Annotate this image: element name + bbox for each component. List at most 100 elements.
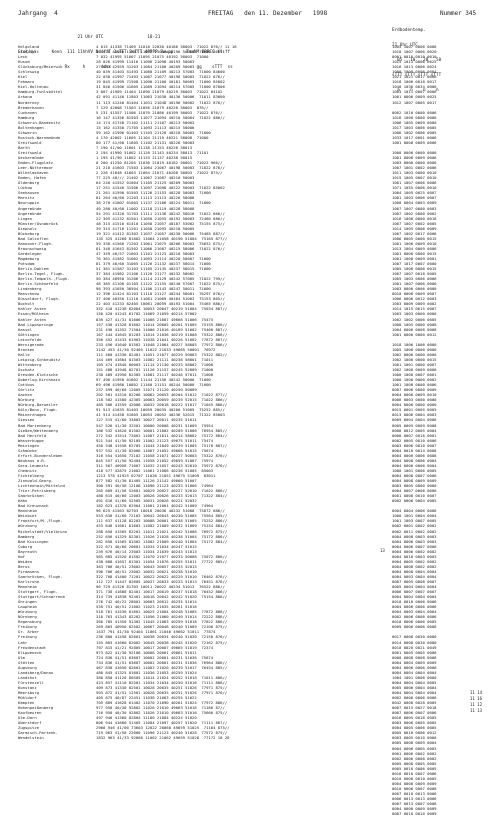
station-name: Lichtenhain/Mittelnd <box>18 483 65 489</box>
station-name: Wasserkuppe <box>18 437 44 443</box>
table-row: Köln/Bonn, Flugh. 91 513 41635 81403 1005… <box>18 407 378 412</box>
soil-temp-row: 1000 1000 0000 0002 <box>392 377 437 383</box>
table-row: Arkona 42 091 41140 11803 11063 21030 401… <box>18 94 378 99</box>
station-name: Schmücke <box>18 447 37 453</box>
table-row: Lingen 22 305 41232 81501 11050 21055 401… <box>18 216 378 221</box>
station-values: 797 815 41/21 92805 10017 20007 49665 51… <box>96 644 214 650</box>
station-name: Greifswald <box>18 139 42 145</box>
station-name: Doberlug-Kirchhain <box>18 377 61 383</box>
station-values: 845 557 41/50 92404 11058 21052 49659 51… <box>96 457 214 463</box>
margin-mark: 11 13 <box>470 708 483 713</box>
soil-temp-row: 0008 0012 0005 0004 <box>392 427 437 433</box>
station-values: 316 554 41650 72102 11058 21071 40227 50… <box>96 452 228 458</box>
station-name: Bocholt <box>18 301 35 307</box>
soil-temp-row: 1000 0004 0003 0009 <box>392 200 437 206</box>
table-row: Stuttgart/Schnarrenb 314 739 41838 92401 … <box>18 594 378 599</box>
station-values: 22 403 41233 82405 10061 20059 40193 510… <box>96 301 225 307</box>
station-name: Schleswig <box>18 69 40 75</box>
table-row: List/Sylt 26 020 41980 11607 11093 21085 … <box>18 49 378 54</box>
station-column-header: 21 Uhr UTC 18-21 Station Kenn 111 11hhVV… <box>18 25 233 80</box>
table-row: Gießen/Wettenberg 186 532 41620 81502 100… <box>18 428 378 433</box>
station-name: Arkona <box>18 94 33 100</box>
station-values: 50 384 40950 31206 11114 21129 40242 570… <box>96 276 225 282</box>
station-values: 485 506 41559 42006 10032 20018 40222 51… <box>96 402 228 408</box>
soil-temp-row: 1004 0006 0008 0008 <box>392 326 437 332</box>
station-values: 418 577 42875 21002 11061 21086 40236 51… <box>96 467 214 473</box>
station-values: 553 630 41/60 72103 10042 20043 40230 51… <box>96 513 228 519</box>
station-values: 26 020 41980 11607 11093 21085 40196 500… <box>96 49 225 55</box>
station-name: Leipzig-Schkeuditz <box>18 356 61 362</box>
station-values: 371 738 41608 82401 10017 20019 40237 51… <box>96 589 228 595</box>
table-row: Leinefelde 356 452 41433 61903 11038 2104… <box>18 337 378 342</box>
table-row: Wernigerode 233 456 41640 81502 11048 210… <box>18 342 378 347</box>
station-values: 16 147 41356 81503 11077 21094 40210 500… <box>96 114 225 120</box>
soil-temp-row: 1012 1007 0005 0017 <box>392 99 437 105</box>
station-values: 37 384 41982 21106 11120 21177 40232 580… <box>96 271 195 277</box>
table-row: Helgoland 4 015 41338 71409 11018 22030 4… <box>18 44 378 49</box>
soil-temp-row: 0007 0006 0007 0006 <box>392 710 437 716</box>
soil-temp-row: 0001 0010 0010 0010 <box>392 54 437 60</box>
station-values: 19 321 41412 81303 11037 21057 40230 500… <box>96 230 225 236</box>
table-row: Boltenhagen 15 162 41350 71705 11093 2111… <box>18 125 378 130</box>
table-row: Meersburg 503 872 41/51 12501 10028 20035… <box>18 690 378 695</box>
soil-temp-row: 0004 0004 0009 0009 <box>392 659 437 665</box>
station-values: 4 015 41338 71409 11018 22030 40186 5800… <box>96 44 237 49</box>
soil-temp-row: 1001 1003 0006 0007 <box>392 195 437 201</box>
station-values: 937 552 41/30 82006 11067 21052 49666 51… <box>96 447 214 453</box>
station-values: 182 623 41370 62904 11001 21001 40242 51… <box>96 503 214 509</box>
station-values: 539 751 40/51 21002 11023 21035 40261 51… <box>96 604 197 610</box>
station-name: Neuhaus a.R. <box>18 457 47 463</box>
station-name: Berlin-Dahlem <box>18 266 49 272</box>
table-row: Bad Salzuflen 135 325 41260 81802 11064 2… <box>18 236 378 241</box>
station-values: 118 502 41500 42305 10063 20059 40239 52… <box>96 397 228 403</box>
station-values: 405 875 40/87 22451 11038 21063 40255 51… <box>96 695 197 701</box>
soil-header-line: Erdbodentemp. <box>392 28 426 33</box>
table-row: Oschatz 151 488 41948 02701 11126 21157 4… <box>18 367 378 372</box>
table-row: Landshut 380 850 41120 80505 11014 21024 … <box>18 675 378 680</box>
station-values: 144 469 41604 81503 11082 21111 40238 58… <box>96 356 214 362</box>
station-values: 480 845 41325 81601 11036 21053 40259 51… <box>96 669 197 675</box>
soil-temp-row: 1006 0006 0012 0003 <box>392 296 437 302</box>
table-row: Wendelstein 1832 963 41/33 92808 11062 21… <box>18 735 378 740</box>
soil-temp-row: 1000 1001 0006 0005 <box>392 467 437 473</box>
table-row: Trier-Petrisberg 265 609 41/58 52601 1002… <box>18 488 378 493</box>
table-row: Rostock-Warnemünde 4 170 42002 11605 1110… <box>18 135 378 140</box>
soil-temp-row: 0004 0006 0006 0004 <box>392 462 437 468</box>
station-values: 503 872 41/51 12501 10028 20035 40251 51… <box>96 690 228 695</box>
station-values: 19 045 41999 71508 11090 21100 40181 500… <box>96 79 225 85</box>
table-row: Hamburg 16 147 41356 81503 11077 21094 40… <box>18 115 378 120</box>
table-row: Neuruppin 38 270 41807 01003 11137 21166 … <box>18 200 378 205</box>
station-values: 77 225 40/// 21402 11067 21087 40210 500… <box>96 175 195 181</box>
table-row: Lichtenhain/Mittelnd 300 591 40/58 12108 … <box>18 483 378 488</box>
table-row: Regensburg 366 785 41350 91302 11045 2106… <box>18 619 378 624</box>
station-name: Cuxhaven <box>18 109 37 115</box>
table-row: Gera-Leumnitz 311 567 40958 71007 11032 2… <box>18 463 378 468</box>
soil-temp-row: 1040 1036 0034 0006 <box>392 84 437 90</box>
margin-mark: 11 12 <box>470 702 483 707</box>
station-name: Mannheim <box>18 508 37 514</box>
table-row: Essen/Mülheim 150 420 41243 61702 11069 2… <box>18 311 378 316</box>
soil-temp-row: 1001 1000 0000 0006 <box>392 382 437 388</box>
station-table: Helgoland 4 015 41338 71409 11018 22030 4… <box>18 44 378 740</box>
station-name: Landsberg/Donau <box>18 669 54 675</box>
table-row: Hahn 491 616 41/60 52505 10031 20026 4022… <box>18 498 378 503</box>
station-name: Düsseldorf, Flugh. <box>18 296 61 302</box>
station-name: Coburg <box>18 543 33 549</box>
volume-label: Jahrgang 4 <box>18 10 58 17</box>
station-name: Konstanz <box>18 684 37 690</box>
station-name: Dresden-Klotzsche <box>18 372 58 378</box>
station-name: Berlin-Tempelh.,Flugh. <box>18 276 70 282</box>
station-values: 127 515 41/60 33803 10027 20011 40235 51… <box>96 417 197 423</box>
station-values: 7 129 42008 71503 11056 21079 40220 5000… <box>96 104 209 110</box>
table-row: Glücksburg/Meierwik 27 033 42959 31203 11… <box>18 64 378 69</box>
table-row: Chemnitz 418 577 42875 21002 11061 21086 … <box>18 468 378 473</box>
soil-temp-row: 1001 0000 0000 0015 <box>392 250 437 256</box>
soil-temp-row: 1007 1007 0000 0003 <box>392 205 437 211</box>
station-values: 22 305 41232 81501 11050 21055 40192 500… <box>96 215 225 221</box>
soil-temp-row: 1002 1002 0006 0005 <box>392 316 437 322</box>
station-name: Lingen <box>18 215 33 221</box>
soil-temp-row: 0004 0006 0009 0010 <box>392 392 437 398</box>
station-values: 59 162 41996 01403 11103 21120 40218 500… <box>96 129 211 135</box>
station-values: 112 727 41447 82605 10037 20033 40233 51… <box>96 578 228 584</box>
table-row: Bocholt 22 403 41233 82405 10061 20059 40… <box>18 301 378 306</box>
